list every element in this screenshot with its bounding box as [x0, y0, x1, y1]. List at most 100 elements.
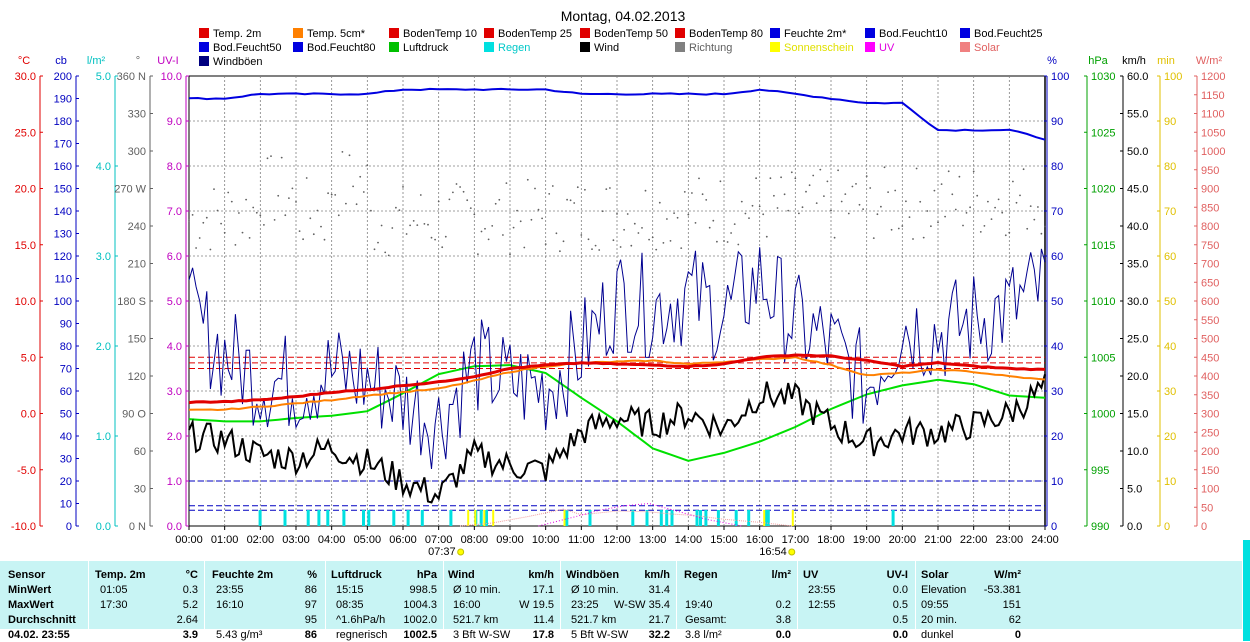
table-divider	[443, 561, 444, 641]
direction-point	[862, 208, 864, 211]
axis-tick-label: 160	[54, 161, 72, 173]
direction-point	[312, 233, 315, 236]
direction-point	[559, 250, 561, 253]
direction-point	[523, 246, 526, 249]
direction-point	[1022, 168, 1025, 171]
axis-tick-label: 0.0	[96, 521, 111, 533]
uv-value: 0.0	[892, 584, 908, 596]
axis-tick-label: 6.0	[167, 251, 182, 263]
row-label: Durchschnitt	[8, 614, 76, 626]
direction-point	[437, 200, 440, 203]
rain-bar	[670, 510, 674, 526]
axis-tick-label: 2.0	[167, 431, 182, 443]
direction-point	[933, 189, 936, 192]
axis-tick-label: 0.0	[167, 521, 182, 533]
axis-tick-label: -10.0	[11, 521, 36, 533]
direction-point	[259, 214, 262, 217]
direction-point	[1040, 232, 1043, 235]
direction-point	[658, 201, 661, 204]
direction-point	[587, 238, 590, 241]
legend: Temp. 2m Temp. 5cm* BodenTemp 10 BodenTemp …	[199, 28, 1043, 68]
direction-point	[641, 227, 643, 229]
rain-bar	[258, 510, 262, 526]
x-tick-label: 11:00	[568, 534, 595, 546]
direction-point	[512, 226, 515, 229]
legend-label: Bod.Feucht80	[307, 42, 376, 54]
direction-point	[762, 213, 765, 216]
x-tick-label: 20:00	[889, 534, 917, 546]
axis-tick-label: 750	[1201, 240, 1219, 252]
direction-point	[890, 228, 893, 231]
direction-point	[880, 205, 882, 208]
legend-label: Bod.Feucht50	[213, 42, 282, 54]
direction-point	[213, 188, 215, 191]
axis-tick-label: 1010	[1091, 296, 1115, 308]
direction-point	[455, 183, 458, 185]
solar-label: Elevation	[921, 584, 967, 596]
axis-tick-label: 60	[134, 446, 146, 458]
axis-tick-label: 35.0	[1127, 259, 1148, 271]
axis-tick-label: 240	[128, 221, 146, 233]
direction-point	[480, 230, 483, 233]
direction-point	[1015, 201, 1018, 204]
scrollbar-fragment[interactable]	[1243, 540, 1250, 641]
direction-point	[238, 212, 240, 214]
humidity-line	[188, 87, 1046, 141]
header-hum: Feuchte 2m	[212, 569, 274, 581]
x-tick-label: 16:00	[746, 534, 774, 546]
direction-point	[452, 191, 454, 194]
axis-tick-label: 1050	[1201, 127, 1225, 139]
table-divider	[560, 561, 561, 641]
axis-tick-label: 1.0	[167, 476, 182, 488]
table-divider	[676, 561, 677, 641]
table-divider	[915, 561, 916, 641]
direction-point	[441, 246, 444, 249]
direction-point	[716, 240, 718, 243]
axis-tick-label: 450	[1201, 352, 1219, 364]
direction-point	[266, 157, 269, 160]
header-press-unit: hPa	[416, 569, 437, 581]
rain-bar	[704, 510, 708, 526]
legend-swatch	[865, 28, 875, 38]
direction-point	[434, 238, 436, 241]
legend-label: Feuchte 2m*	[784, 28, 847, 40]
x-tick-label: 02:00	[247, 534, 275, 546]
axis-tick-label: 90	[1051, 116, 1063, 128]
pressure-line	[188, 364, 1046, 462]
x-axis: 00:00 01:00 02:00 03:00 04:00 05:00 06:00 07:00…	[175, 526, 1059, 558]
solar-label: dunkel	[921, 629, 954, 641]
axis-tick-label: 10	[1164, 476, 1176, 488]
direction-point	[954, 208, 957, 211]
axis-tick-label: 100	[54, 296, 72, 308]
direction-point	[541, 217, 543, 220]
legend-label: Temp. 2m	[213, 28, 261, 40]
axis-tick-label: 20.0	[15, 184, 36, 196]
direction-point	[837, 169, 839, 172]
direction-point	[330, 193, 333, 196]
x-tick-label: 07:00	[425, 534, 453, 546]
direction-point	[830, 209, 832, 212]
x-tick-label: 10:00	[532, 534, 560, 546]
legend-label: BodenTemp 50	[594, 28, 668, 40]
axis-tick-label: 7.0	[167, 206, 182, 218]
rain-bar	[891, 510, 895, 526]
table-divider	[204, 561, 205, 641]
direction-point	[202, 221, 205, 224]
x-tick-label: 22:00	[960, 534, 988, 546]
axis-tick-label: 120	[54, 251, 72, 263]
hum-time: 23:55	[216, 584, 244, 596]
axis-tick-label: 50	[1201, 502, 1213, 514]
direction-point	[901, 225, 904, 227]
x-tick-label: 18:00	[817, 534, 845, 546]
direction-point	[648, 238, 650, 241]
direction-point	[851, 185, 854, 188]
axis-tick-label: 360 N	[117, 71, 146, 83]
direction-point	[609, 187, 611, 189]
direction-point	[377, 241, 379, 244]
direction-point	[234, 244, 237, 246]
direction-point	[687, 213, 690, 216]
direction-point	[255, 211, 258, 214]
direction-point	[908, 216, 911, 219]
x-tick-label: 08:00	[461, 534, 489, 546]
hum-value: 95	[304, 614, 317, 626]
